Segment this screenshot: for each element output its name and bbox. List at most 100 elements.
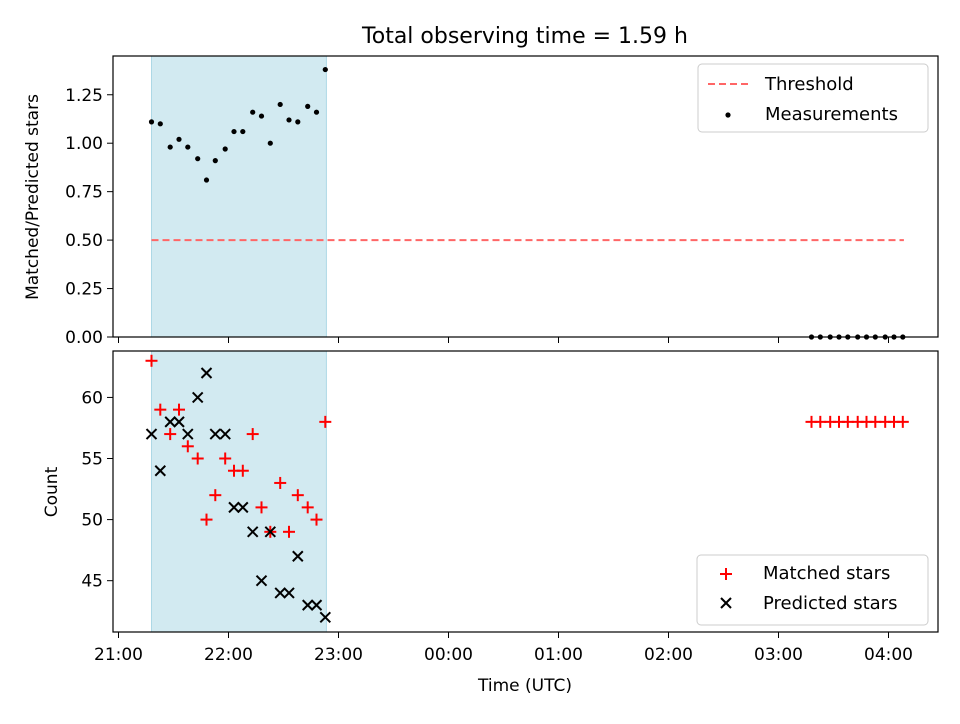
bottom-legend: Matched stars Predicted stars [696, 554, 929, 626]
x-axis-label: Time (UTC) [477, 676, 572, 696]
bottom-y-tick-label: 50 [81, 511, 103, 531]
measurements-point [277, 101, 283, 108]
matched-stars-legend-swatch [720, 568, 732, 580]
predicted-stars-point [292, 550, 304, 562]
measurements-point [203, 177, 210, 183]
top-y-tick-label: 0.50 [65, 231, 103, 251]
top-panel: 0.00 0.25 0.50 0.75 1.00 1.25 Matched/Predict… [23, 55, 939, 348]
matched-stars-point [219, 452, 232, 465]
predicted-stars-point [200, 367, 213, 379]
top-y-tick-label: 1.00 [65, 134, 103, 154]
measurements-point [250, 109, 256, 115]
measurements-point [267, 140, 273, 146]
predicted-stars-point [255, 574, 268, 587]
measurements-legend-label: Measurements [765, 104, 898, 125]
matched-stars-point [255, 501, 268, 514]
predicted-stars-point [319, 611, 332, 624]
bottom-y-tick-label: 55 [81, 450, 103, 470]
matched-stars-point [181, 440, 194, 453]
predicted-stars-point [301, 599, 314, 611]
measurements-point [176, 136, 182, 142]
bottom-x-tick-label: 23:00 [314, 645, 363, 665]
threshold-legend-label: Threshold [764, 74, 854, 95]
top-y-tick-label: 0.25 [65, 280, 103, 300]
measurements-point [148, 119, 155, 125]
bottom-legend-box [696, 554, 929, 626]
measurements-point [305, 103, 311, 109]
matched-stars-point [246, 428, 259, 441]
predicted-stars-point [209, 428, 222, 440]
measurements-point [295, 119, 301, 125]
matched-stars-point [154, 403, 167, 416]
matched-stars-point [145, 354, 158, 367]
measurements-point [231, 128, 237, 135]
matched-stars-point [209, 489, 222, 502]
measurements-point [195, 156, 201, 162]
bottom-x-tick-label: 00:00 [424, 645, 473, 665]
predicted-stars-point [283, 587, 295, 599]
top-legend: Threshold Measurements [697, 63, 929, 133]
predicted-stars-point [219, 428, 231, 440]
measurements-point [185, 144, 191, 150]
predicted-stars-point [228, 501, 240, 514]
matched-stars-point [191, 452, 204, 465]
top-axes: 0.00 0.25 0.50 0.75 1.00 1.25 [65, 86, 889, 348]
measurements-point [167, 144, 173, 150]
predicted-stars-legend-swatch [720, 597, 732, 609]
bottom-x-tick-label: 21:00 [94, 645, 143, 665]
measurements-point [240, 128, 246, 135]
matched-stars-point [319, 415, 332, 428]
matched-stars-point [896, 415, 909, 428]
measurements-legend-swatch [725, 112, 731, 118]
matched-stars-point [310, 513, 323, 526]
measurements-point [212, 158, 218, 164]
figure-title: Total observing time = 1.59 h [361, 24, 688, 49]
bottom-x-tick-label: 22:00 [204, 645, 253, 665]
measurements-point [222, 146, 228, 152]
bottom-y-tick-label: 45 [81, 572, 103, 592]
bottom-y-axis-label: Count [42, 466, 62, 517]
top-y-tick-label: 1.25 [65, 86, 103, 106]
matched-stars-point [274, 476, 287, 489]
measurements-point [258, 113, 265, 119]
bottom-x-tick-label: 03:00 [754, 645, 803, 665]
matched-stars-point [164, 428, 177, 441]
measurements-point [313, 109, 320, 115]
bottom-panel: 45 50 55 60 21:00 22:00 23:00 00:00 01:00 02:00 03… [42, 350, 939, 696]
predicted-stars-point [264, 526, 277, 538]
top-y-axis-label: Matched/Predicted stars [23, 94, 43, 300]
bottom-y-tick-label: 60 [81, 388, 103, 408]
matched-stars-point [283, 525, 295, 538]
predicted-stars-legend-label: Predicted stars [763, 593, 897, 614]
measurements-point [322, 66, 328, 73]
predicted-stars-point [154, 465, 167, 477]
predicted-stars-point [191, 391, 204, 404]
predicted-stars-point [182, 428, 194, 440]
matched-stars-point [301, 501, 314, 514]
bottom-x-tick-label: 01:00 [534, 645, 583, 665]
bottom-axes-frame [112, 350, 939, 633]
predicted-stars-point [145, 428, 158, 440]
predicted-stars-point [173, 416, 185, 428]
top-y-tick-label: 0.00 [65, 328, 103, 348]
predicted-stars-point [164, 416, 176, 428]
matched-stars-point [173, 403, 185, 416]
predicted-stars-point [274, 587, 286, 599]
top-shaded-region [151, 55, 327, 338]
bottom-x-tick-label: 04:00 [864, 645, 913, 665]
predicted-stars-point [310, 599, 323, 611]
matched-stars-point [200, 513, 213, 526]
matched-stars-point [236, 464, 249, 477]
top-axes-frame [112, 55, 939, 338]
measurements-point [157, 121, 163, 127]
predicted-stars-point [237, 501, 249, 514]
predicted-stars-point [246, 526, 259, 538]
matched-stars-point [291, 489, 304, 502]
bottom-x-tick-label: 02:00 [644, 645, 693, 665]
top-legend-box [697, 63, 929, 133]
bottom-axes: 45 50 55 60 21:00 22:00 23:00 00:00 01:00 02:00 03… [81, 388, 913, 665]
matched-stars-legend-label: Matched stars [763, 563, 890, 584]
bottom-shaded-region [151, 350, 327, 633]
